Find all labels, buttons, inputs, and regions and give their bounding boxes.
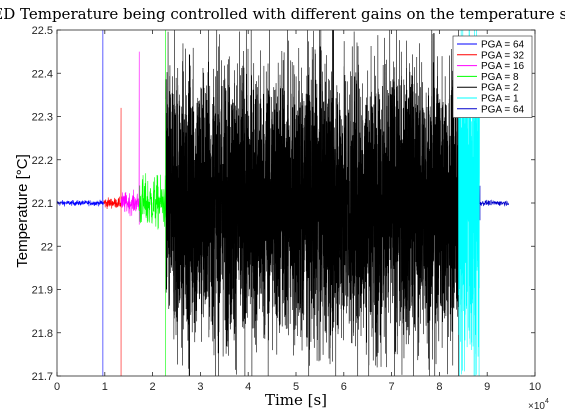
series-line-4: [138, 29, 167, 376]
series-line-2: [103, 107, 122, 376]
legend-label: PGA = 8: [481, 72, 519, 83]
x-axis: 0 1 2 3 4 5 6 7 8 9 10: [54, 30, 541, 393]
x-tick-label: 0: [54, 381, 60, 393]
chart-title: LED Temperature being controlled with di…: [0, 5, 565, 23]
x-tick-label: 6: [341, 381, 347, 393]
x-tick-label: 3: [197, 381, 203, 393]
legend-label: PGA = 64: [481, 40, 525, 51]
x-axis-multiplier-exponent: 4: [545, 398, 549, 405]
x-axis-label: Time [s]: [265, 391, 327, 409]
legend-label: PGA = 1: [481, 94, 519, 105]
legend-label: PGA = 32: [481, 50, 525, 61]
y-axis-label: Temperature [°C]: [14, 154, 31, 268]
x-tick-label: 1: [102, 381, 108, 393]
x-tick-label: 7: [389, 381, 395, 393]
y-axis: 21.7 21.8 21.9 22 22.1 22.2 22.3 22.4 22.5: [32, 25, 535, 383]
series-line-7: [479, 185, 509, 221]
x-tick-label: 9: [484, 381, 490, 393]
x-tick-label: 8: [436, 381, 442, 393]
y-tick-label: 22: [41, 241, 53, 253]
y-tick-label: 21.8: [32, 328, 53, 340]
legend-label: PGA = 64: [481, 104, 525, 115]
y-tick-label: 22.2: [32, 155, 53, 167]
x-tick-label: 2: [150, 381, 156, 393]
x-tick-label: 4: [245, 381, 251, 393]
series-line-1: [56, 29, 105, 376]
y-tick-label: 22.4: [32, 68, 53, 80]
legend-label: PGA = 16: [481, 61, 525, 72]
y-tick-label: 21.7: [32, 371, 53, 383]
y-tick-label: 21.9: [32, 285, 53, 297]
series-line-3: [120, 51, 140, 225]
x-tick-label: 10: [529, 381, 541, 393]
x-axis-multiplier: ×10: [528, 401, 545, 412]
y-tick-label: 22.1: [32, 198, 53, 210]
y-tick-label: 22.5: [32, 25, 53, 37]
legend-label: PGA = 2: [481, 83, 519, 94]
x-tick-label: 5: [293, 381, 299, 393]
y-tick-label: 22.3: [32, 112, 53, 124]
series-line-5: [165, 29, 459, 377]
